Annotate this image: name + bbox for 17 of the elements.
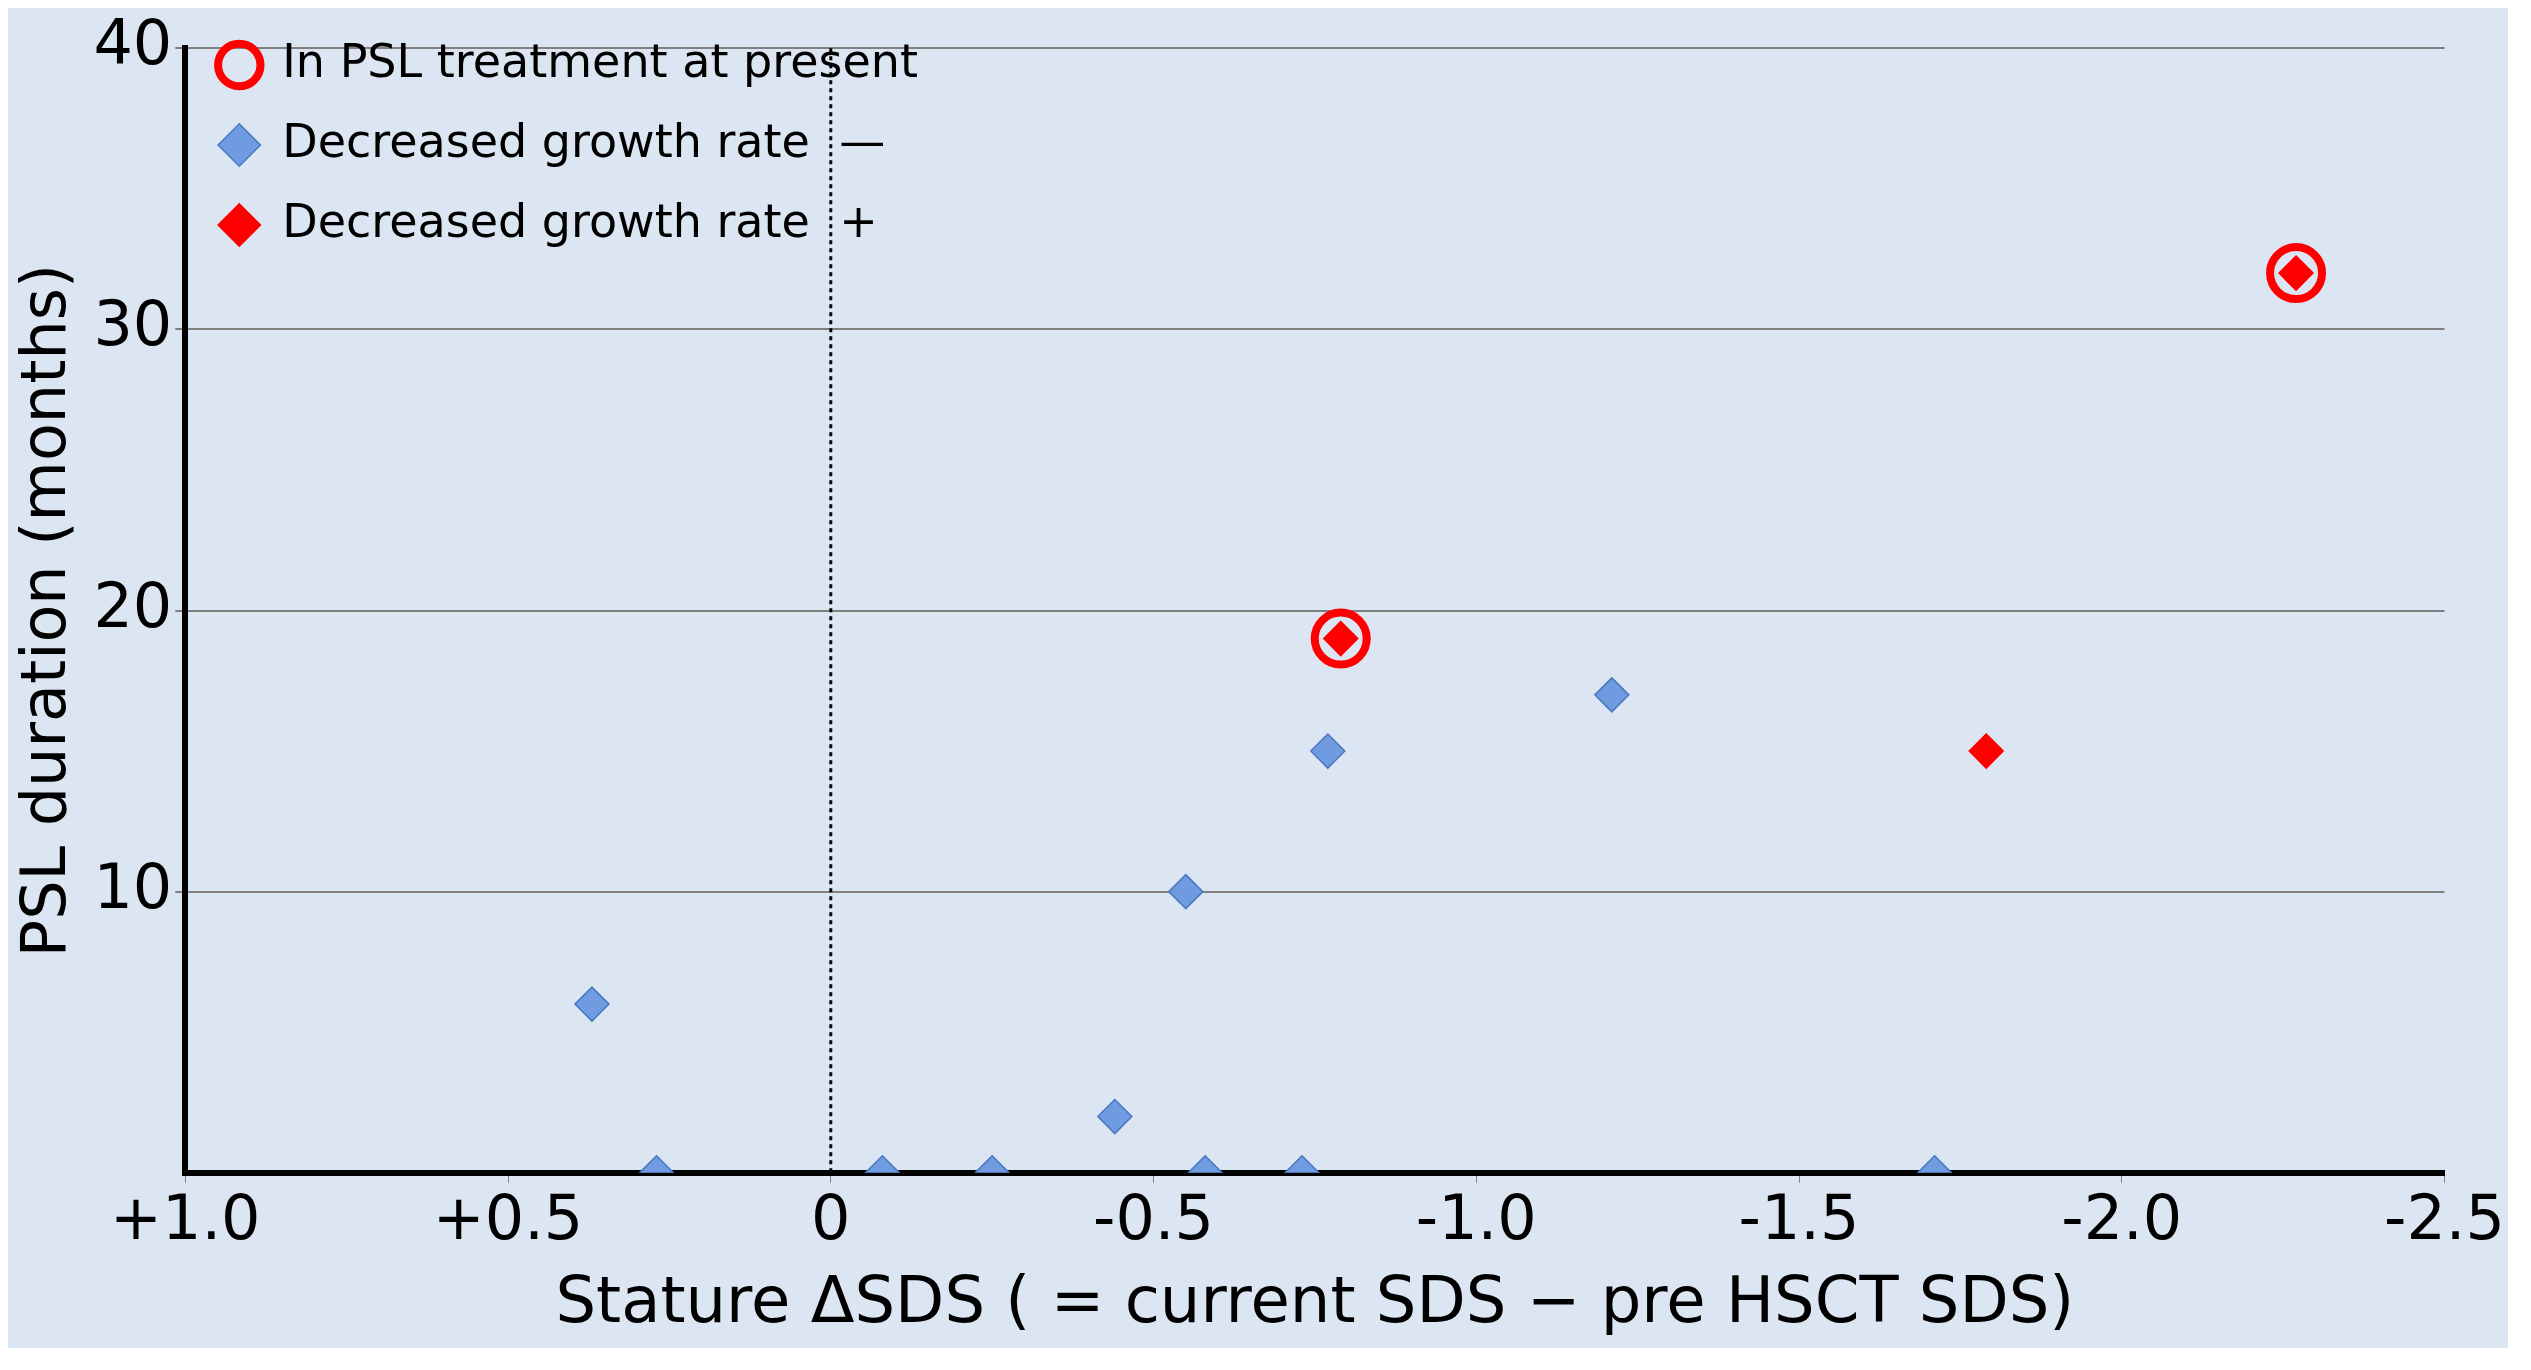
x-tick-label: 0 [811,1181,851,1255]
x-axis-title: Stature ΔSDS ( = current SDS − pre HSCT SDS) [555,1263,2075,1338]
y-axis-title: PSL duration (months) [7,263,81,958]
x-tick-label: -0.5 [1093,1181,1215,1255]
x-tick-label: -1.5 [1738,1181,1860,1255]
x-tick-label: -2.0 [2061,1181,2183,1255]
legend-label: In PSL treatment at present [282,33,918,88]
y-tick-label: 20 [93,568,173,642]
x-tick-label: +0.5 [432,1181,584,1255]
y-tick-label: 30 [93,287,173,361]
x-tick-label: -1.0 [1415,1181,1537,1255]
legend-label: Decreased growth rate — [282,113,886,168]
x-tick-label: +1.0 [110,1181,261,1255]
x-tick-label: -2.5 [2384,1181,2506,1255]
y-tick-label: 10 [93,849,173,923]
y-tick-label: 40 [93,6,173,80]
legend-label: Decreased growth rate + [282,193,878,248]
